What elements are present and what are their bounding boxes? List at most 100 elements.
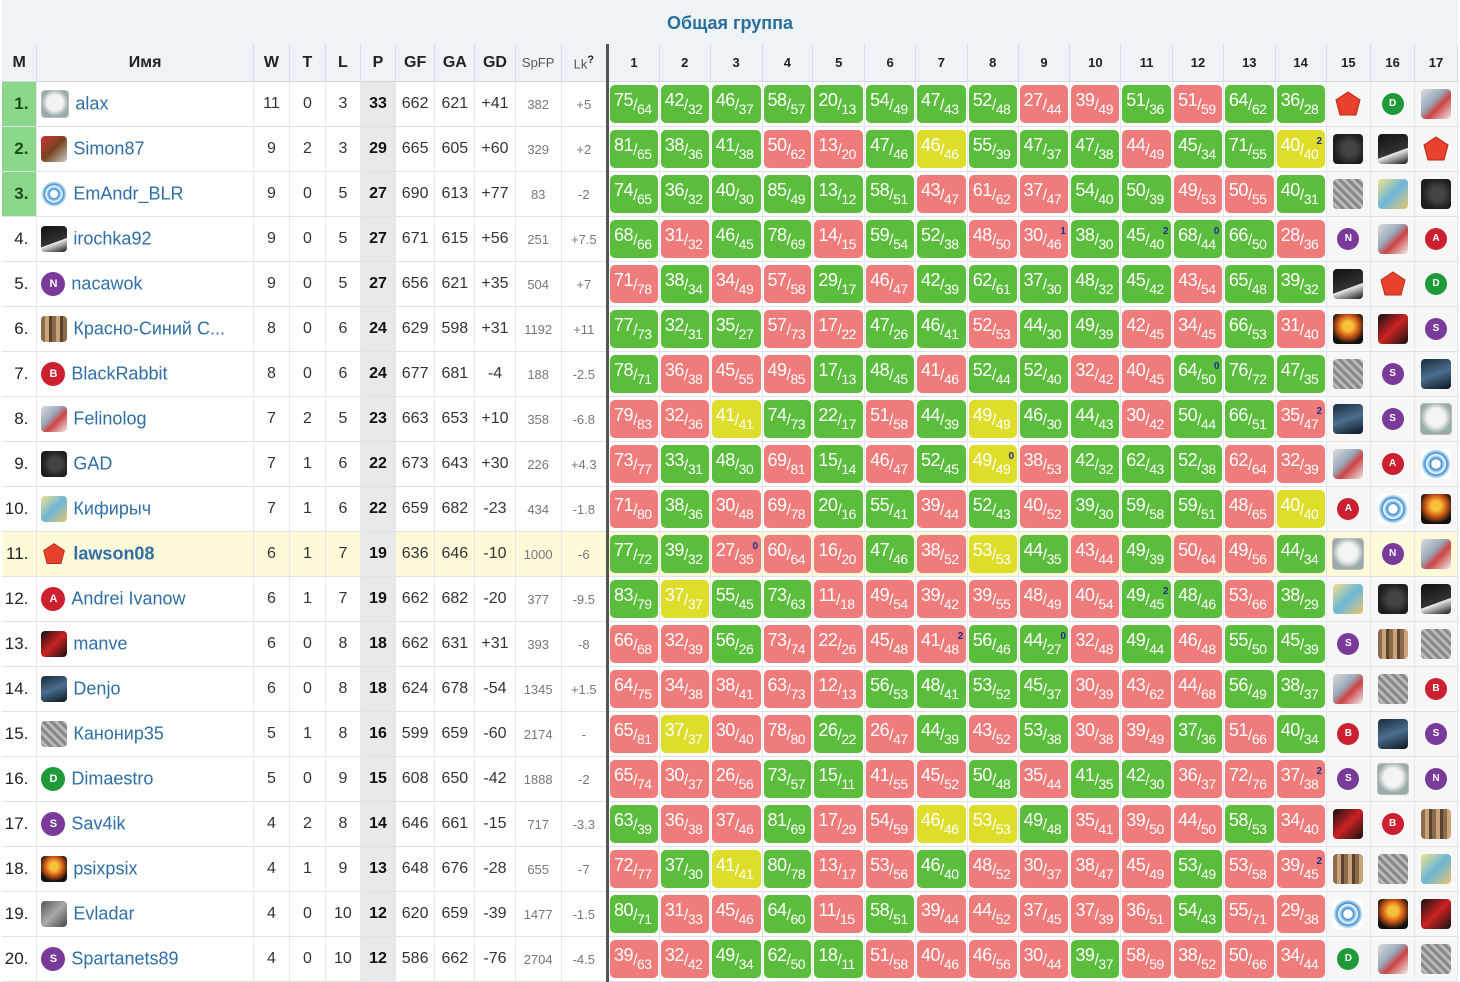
match-score[interactable]: 55/50 <box>1224 625 1274 663</box>
match-score[interactable]: 57/73 <box>763 310 812 348</box>
match-score[interactable]: 46/45 <box>711 220 761 258</box>
match-score[interactable]: 66/68 <box>610 625 658 663</box>
match-score[interactable]: 54/49 <box>866 85 914 123</box>
match-score[interactable]: 30/37 <box>660 760 709 798</box>
match-score[interactable]: 44/68 <box>1174 670 1222 708</box>
match-score[interactable]: 27/44 <box>1019 85 1069 123</box>
col-gf[interactable]: GF <box>395 44 436 82</box>
match-score[interactable]: 65/81 <box>610 715 658 753</box>
match-score[interactable]: 50/39 <box>1122 175 1172 213</box>
match-score[interactable]: 37/46 <box>711 805 761 843</box>
match-score[interactable]: 15/11 <box>814 760 864 798</box>
match-score[interactable]: 14/15 <box>814 220 864 258</box>
match-score[interactable]: 80/78 <box>763 850 812 888</box>
match-score[interactable]: 47/43 <box>916 85 966 123</box>
match-score[interactable]: 29/17 <box>814 265 864 303</box>
match-score[interactable]: 40/30 <box>711 175 761 213</box>
match-score[interactable]: 52/44 <box>968 355 1017 393</box>
match-score[interactable]: 32/42 <box>1071 355 1120 393</box>
player-name-link[interactable]: Красно-Синий С... <box>73 318 225 339</box>
white-dog-avatar-icon[interactable] <box>1376 763 1409 795</box>
col-ga[interactable]: GA <box>434 44 476 82</box>
match-score[interactable]: 27/35 0 <box>711 535 761 573</box>
match-score[interactable]: 22/26 <box>814 625 864 663</box>
match-score[interactable]: 51/36 <box>1122 85 1172 123</box>
avatar-a-icon[interactable]: A <box>1333 494 1363 524</box>
match-score[interactable]: 48/50 <box>968 220 1017 258</box>
match-score[interactable]: 11/18 <box>814 580 864 618</box>
match-score[interactable]: 28/36 <box>1276 220 1325 258</box>
match-score[interactable]: 61/62 <box>968 175 1017 213</box>
match-score[interactable]: 54/40 <box>1071 175 1120 213</box>
grey-pattern-avatar-icon[interactable] <box>1377 674 1408 704</box>
match-score[interactable]: 52/43 <box>968 490 1017 528</box>
match-score[interactable]: 71/80 <box>610 490 658 528</box>
match-score[interactable]: 40/34 <box>1276 715 1325 753</box>
pentagon-red-avatar-icon[interactable] <box>1378 269 1408 299</box>
match-score[interactable]: 45/34 <box>1174 130 1222 168</box>
match-score[interactable]: 45/48 <box>866 625 914 663</box>
avatar-n-icon[interactable]: N <box>1421 764 1451 794</box>
match-score[interactable]: 47/46 <box>866 130 914 168</box>
match-score[interactable]: 39/49 <box>1122 715 1172 753</box>
match-score[interactable]: 44/43 <box>1071 400 1120 438</box>
match-score[interactable]: 47/46 <box>866 535 914 573</box>
col-l[interactable]: L <box>325 44 362 82</box>
avatar-s-icon[interactable]: S <box>1378 359 1408 389</box>
match-score[interactable]: 34/49 <box>711 265 761 303</box>
match-score[interactable]: 77/72 <box>610 535 658 573</box>
match-score[interactable]: 58/51 <box>866 175 914 213</box>
player-name-link[interactable]: nacawok <box>71 273 143 294</box>
fish-art-avatar-icon[interactable] <box>1377 179 1408 209</box>
match-score[interactable]: 30/39 <box>1071 670 1120 708</box>
match-score[interactable]: 36/38 <box>660 805 709 843</box>
match-score[interactable]: 40/40 2 <box>1276 130 1325 168</box>
match-score[interactable]: 55/39 <box>968 130 1017 168</box>
match-score[interactable]: 42/32 <box>1071 445 1120 483</box>
match-score[interactable]: 46/48 <box>1174 625 1222 663</box>
match-score[interactable]: 75/64 <box>610 85 658 123</box>
match-score[interactable]: 20/13 <box>814 85 864 123</box>
match-score[interactable]: 49/39 <box>1071 310 1120 348</box>
avatar-b-icon[interactable]: B <box>1378 809 1408 839</box>
match-score[interactable]: 66/53 <box>1224 310 1274 348</box>
match-score[interactable]: 69/81 <box>763 445 812 483</box>
player-name-link[interactable]: Dimaestro <box>71 768 154 789</box>
player-name-link[interactable]: Denjo <box>73 678 121 699</box>
match-score[interactable]: 78/69 <box>763 220 812 258</box>
fire-art-avatar-icon[interactable] <box>1420 494 1451 524</box>
grey-pattern-avatar-icon[interactable] <box>1333 179 1364 209</box>
match-score[interactable]: 11/15 <box>814 895 864 933</box>
match-score[interactable]: 69/78 <box>763 490 812 528</box>
player-name-link[interactable]: alax <box>75 93 109 114</box>
match-score[interactable]: 45/55 <box>711 355 761 393</box>
match-score[interactable]: 46/47 <box>866 445 914 483</box>
blue-emblem-avatar-icon[interactable] <box>1420 449 1451 479</box>
match-score[interactable]: 40/31 <box>1276 175 1325 213</box>
match-score[interactable]: 49/34 <box>711 940 761 978</box>
match-score[interactable]: 31/40 <box>1276 310 1325 348</box>
match-score[interactable]: 72/77 <box>610 850 658 888</box>
match-score[interactable]: 39/63 <box>610 940 658 978</box>
match-score[interactable]: 22/17 <box>814 400 864 438</box>
match-score[interactable]: 81/65 <box>610 130 658 168</box>
match-score[interactable]: 34/38 <box>660 670 709 708</box>
match-score[interactable]: 77/73 <box>610 310 658 348</box>
match-score[interactable]: 17/22 <box>814 310 864 348</box>
match-score[interactable]: 37/47 <box>1019 175 1069 213</box>
match-score[interactable]: 64/60 <box>763 895 812 933</box>
match-score[interactable]: 66/51 <box>1224 400 1274 438</box>
avatar-s-icon[interactable]: S <box>1421 314 1451 344</box>
match-score[interactable]: 37/45 <box>1019 895 1069 933</box>
match-score[interactable]: 59/51 <box>1174 490 1222 528</box>
match-score[interactable]: 52/53 <box>968 310 1017 348</box>
match-score[interactable]: 54/59 <box>866 805 914 843</box>
match-score[interactable]: 30/40 <box>711 715 761 753</box>
match-score[interactable]: 71/78 <box>610 265 658 303</box>
match-score[interactable]: 37/30 <box>660 850 709 888</box>
match-score[interactable]: 48/65 <box>1224 490 1274 528</box>
knight-art-avatar-icon[interactable] <box>1333 449 1364 479</box>
avatar-b-icon[interactable]: B <box>1421 674 1451 704</box>
match-score[interactable]: 39/37 <box>1071 940 1120 978</box>
match-score[interactable]: 39/55 <box>968 580 1017 618</box>
